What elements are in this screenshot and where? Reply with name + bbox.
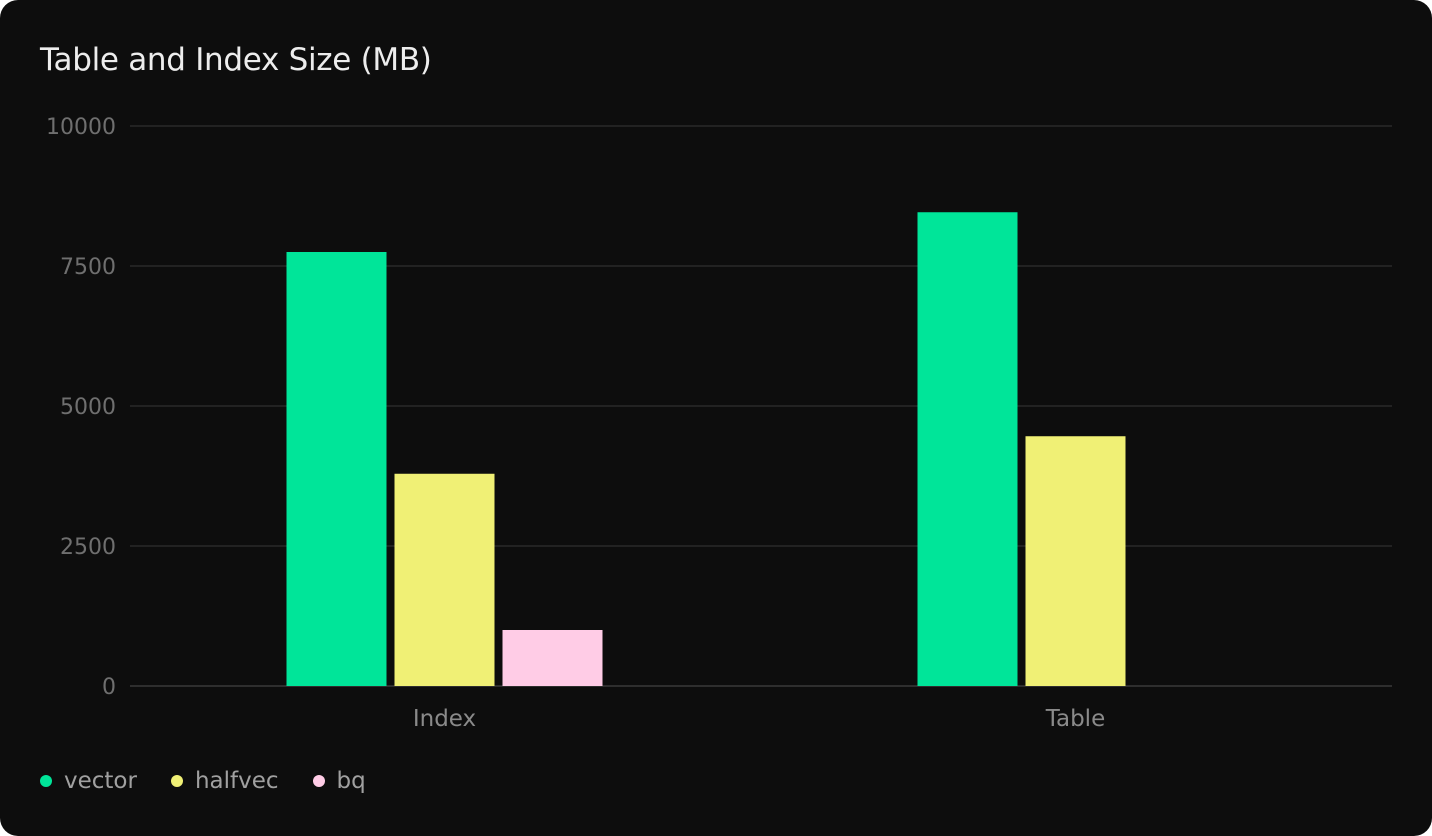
legend-label: vector [64,768,137,794]
x-tick-label: Table [1045,706,1105,732]
y-tick-label: 7500 [60,255,116,280]
bar-halfvec-table [1025,436,1126,686]
legend-label: halfvec [194,768,279,794]
y-tick-label: 5000 [60,395,116,420]
y-tick-label: 10000 [46,115,116,140]
legend-dot-icon [170,775,183,787]
legend-dot-icon [40,775,52,787]
bar-bq-index [502,630,603,686]
bar-vector-index [286,252,387,686]
legend-label: bq [336,768,366,794]
chart-title: Table and Index Size (MB) [40,42,432,78]
bar-halfvec-index [394,473,495,686]
legend-item-vector[interactable]: vector [40,768,137,794]
legend: vector halfvec bq [40,768,366,794]
legend-dot-icon [312,775,325,787]
y-tick-label: 0 [102,675,116,700]
legend-item-bq[interactable]: bq [312,768,366,794]
y-tick-label: 2500 [60,535,116,560]
bar-vector-table [917,212,1018,687]
legend-item-halfvec[interactable]: halfvec [170,768,279,794]
x-tick-label: Index [413,706,476,732]
